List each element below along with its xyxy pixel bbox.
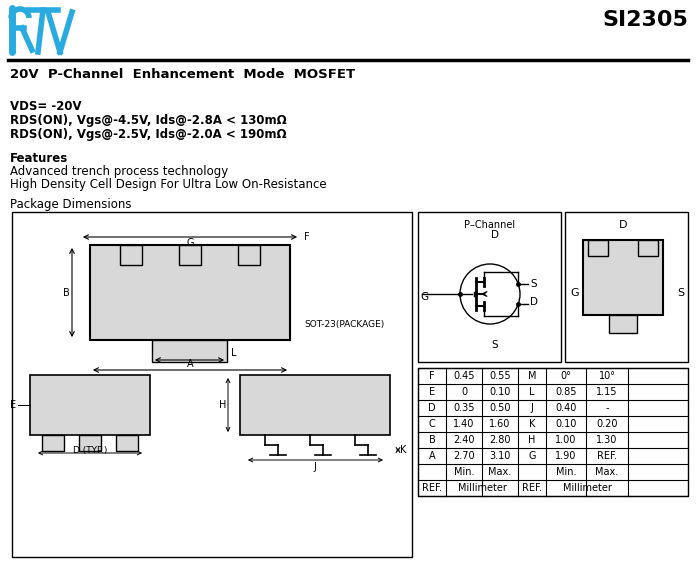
Text: 0°: 0°: [560, 371, 571, 381]
Text: A: A: [429, 451, 435, 461]
Text: E: E: [429, 387, 435, 397]
Text: 1.00: 1.00: [555, 435, 577, 445]
Text: H: H: [219, 400, 226, 410]
Text: 10°: 10°: [599, 371, 615, 381]
Text: D: D: [428, 403, 436, 413]
Bar: [583, 240, 663, 315]
Text: Millimeter: Millimeter: [562, 483, 612, 493]
Text: 2.40: 2.40: [453, 435, 475, 445]
Text: S: S: [530, 279, 537, 289]
Text: Millimeter: Millimeter: [457, 483, 507, 493]
Text: 0.50: 0.50: [489, 403, 511, 413]
Text: H: H: [528, 435, 536, 445]
Text: G: G: [187, 238, 193, 248]
Text: 0.40: 0.40: [555, 403, 577, 413]
Text: S: S: [491, 340, 498, 350]
Bar: [152, 340, 227, 362]
Text: 1.15: 1.15: [596, 387, 618, 397]
Text: D: D: [530, 297, 538, 307]
Text: J: J: [530, 403, 533, 413]
Bar: [238, 245, 260, 265]
Text: A: A: [187, 359, 193, 369]
Text: Min.: Min.: [454, 467, 474, 477]
Text: 0.20: 0.20: [596, 419, 618, 429]
Bar: [418, 212, 561, 362]
Text: 3.10: 3.10: [489, 451, 511, 461]
Bar: [90, 245, 290, 340]
Bar: [12, 212, 412, 557]
Bar: [240, 375, 390, 435]
Text: G: G: [570, 288, 578, 299]
Text: 0.55: 0.55: [489, 371, 511, 381]
Bar: [418, 368, 688, 496]
Text: Max.: Max.: [489, 467, 512, 477]
Text: 0: 0: [461, 387, 467, 397]
Text: D: D: [619, 220, 627, 230]
Text: D (TYP.): D (TYP.): [73, 446, 107, 455]
Text: High Density Cell Design For Ultra Low On-Resistance: High Density Cell Design For Ultra Low O…: [10, 178, 326, 191]
Text: B: B: [429, 435, 436, 445]
Text: RDS(ON), Vgs@-2.5V, Ids@-2.0A < 190mΩ: RDS(ON), Vgs@-2.5V, Ids@-2.0A < 190mΩ: [10, 128, 287, 141]
Text: 2.80: 2.80: [489, 435, 511, 445]
Text: P–Channel: P–Channel: [464, 220, 515, 230]
Text: Package Dimensions: Package Dimensions: [10, 198, 132, 211]
Bar: [609, 315, 637, 333]
Text: G: G: [528, 451, 536, 461]
Text: SI2305: SI2305: [602, 10, 688, 30]
Bar: [588, 240, 608, 256]
Bar: [79, 435, 101, 451]
Text: VDS= -20V: VDS= -20V: [10, 100, 81, 113]
Bar: [638, 240, 658, 256]
Text: 0.10: 0.10: [489, 387, 511, 397]
Text: Min.: Min.: [555, 467, 576, 477]
Text: S: S: [677, 288, 684, 299]
Text: 1.30: 1.30: [596, 435, 617, 445]
Text: M: M: [528, 371, 536, 381]
Bar: [116, 435, 138, 451]
Text: RDS(ON), Vgs@-4.5V, Ids@-2.8A < 130mΩ: RDS(ON), Vgs@-4.5V, Ids@-2.8A < 130mΩ: [10, 114, 287, 127]
Text: L: L: [231, 348, 237, 358]
Text: 1.90: 1.90: [555, 451, 577, 461]
Text: 1.60: 1.60: [489, 419, 511, 429]
Text: C: C: [429, 419, 436, 429]
Text: REF.: REF.: [597, 451, 617, 461]
Bar: [565, 212, 688, 362]
Text: F: F: [429, 371, 435, 381]
Text: 20V  P-Channel  Enhancement  Mode  MOSFET: 20V P-Channel Enhancement Mode MOSFET: [10, 68, 355, 81]
Text: REF.: REF.: [422, 483, 442, 493]
Text: D: D: [491, 230, 499, 240]
Text: REF.: REF.: [522, 483, 542, 493]
Text: K: K: [529, 419, 535, 429]
Text: G: G: [420, 292, 428, 302]
Text: Advanced trench process technology: Advanced trench process technology: [10, 165, 228, 178]
Text: 1.40: 1.40: [453, 419, 475, 429]
Bar: [179, 245, 201, 265]
Text: SOT-23(PACKAGE): SOT-23(PACKAGE): [304, 320, 384, 329]
Bar: [42, 435, 64, 451]
Text: L: L: [529, 387, 535, 397]
Text: 2.70: 2.70: [453, 451, 475, 461]
Text: F: F: [304, 232, 310, 242]
Text: 0.35: 0.35: [453, 403, 475, 413]
Text: J: J: [314, 462, 317, 472]
Text: -: -: [606, 403, 609, 413]
Bar: [120, 245, 142, 265]
Text: B: B: [63, 288, 70, 297]
Text: K: K: [400, 445, 406, 455]
Text: 0.85: 0.85: [555, 387, 577, 397]
Text: 0.10: 0.10: [555, 419, 577, 429]
Text: 0.45: 0.45: [453, 371, 475, 381]
Text: Max.: Max.: [595, 467, 619, 477]
Text: E: E: [10, 400, 16, 410]
Bar: [30, 375, 150, 435]
Text: Features: Features: [10, 152, 68, 165]
